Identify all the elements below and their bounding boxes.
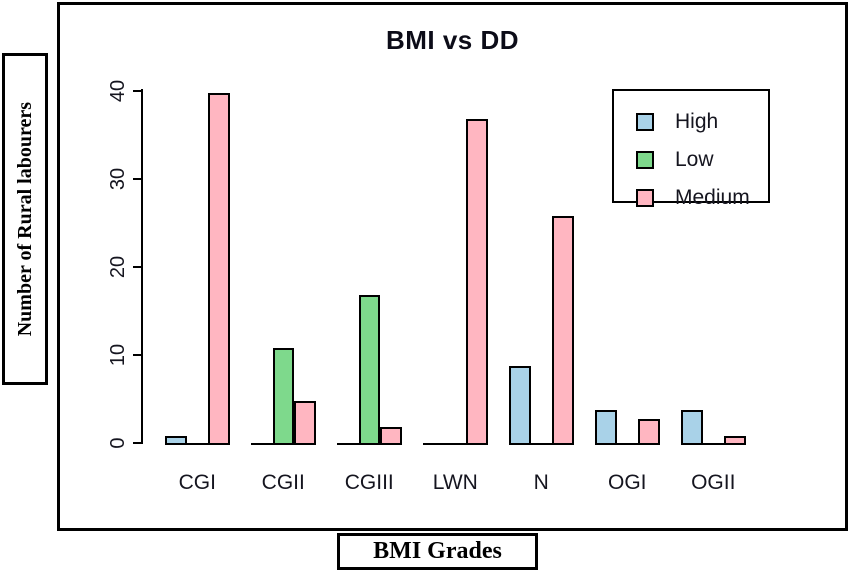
legend-swatch-medium [636, 189, 654, 207]
y-axis-tick [133, 90, 141, 92]
bar-ogii-medium [724, 436, 746, 445]
bar-cgii-low [272, 348, 294, 445]
bar-n-medium [552, 216, 574, 445]
bar-group-cgii [251, 91, 316, 445]
y-axis-tick-label: 20 [107, 255, 129, 279]
bar-cgiii-low [358, 295, 380, 445]
bar-cgiii-medium [380, 427, 402, 445]
legend-label-high: High [675, 110, 719, 133]
legend-item-medium: Medium [614, 179, 768, 217]
bar-lwn-medium [466, 119, 488, 445]
y-axis-tick-label: 10 [107, 343, 129, 367]
legend-swatch-high [636, 113, 654, 131]
bar-group-cgi [165, 91, 230, 445]
bar-ogi-medium [638, 419, 660, 445]
bar-group-lwn [423, 91, 488, 445]
bar-ogii-high [681, 410, 703, 445]
x-axis-tick-label-cgii: CGII [261, 471, 305, 494]
legend-swatch-low [636, 151, 654, 169]
bar-cgi-high [165, 436, 187, 445]
y-axis-tick [133, 178, 141, 180]
bar-group-ogii [681, 91, 746, 445]
y-axis-tick-label: 40 [107, 79, 129, 103]
bar-cgii-medium [294, 401, 316, 445]
x-axis-tick-label-n: N [533, 471, 549, 494]
legend-label-low: Low [675, 148, 714, 171]
legend-label-medium: Medium [675, 186, 750, 209]
x-axis-tick-label-cgiii: CGIII [344, 471, 394, 494]
x-axis-tick-label-lwn: LWN [432, 471, 478, 494]
y-axis-tick-label: 0 [107, 437, 129, 449]
y-axis-tick [133, 354, 141, 356]
x-axis-tick-label-ogi: OGI [607, 471, 647, 494]
x-axis-label-box: BMI Grades [337, 533, 538, 570]
y-axis-line [141, 89, 143, 444]
y-axis-tick [133, 442, 141, 444]
y-axis-label: Number of Rural labourers [13, 101, 36, 337]
bar-group-ogi [595, 91, 660, 445]
x-axis-tick-label-ogii: OGII [691, 471, 736, 494]
y-axis-label-box: Number of Rural labourers [2, 53, 48, 385]
y-axis-tick [133, 266, 141, 268]
baseline-segment [681, 443, 746, 445]
chart-panel: BMI vs DD High Low Medium 0 10 20 30 40 CGI CGII… [57, 2, 848, 531]
bar-cgi-medium [208, 93, 230, 445]
baseline-segment [423, 443, 488, 445]
baseline-segment [165, 443, 230, 445]
bar-group-cgiii [337, 91, 402, 445]
bar-n-high [509, 366, 531, 445]
chart-title: BMI vs DD [385, 25, 520, 55]
y-axis-tick-label: 30 [107, 167, 129, 191]
baseline-segment [509, 443, 574, 445]
x-axis-tick-label-cgi: CGI [178, 471, 216, 494]
x-axis-label: BMI Grades [373, 538, 502, 564]
legend: High Low Medium [612, 89, 770, 209]
plot-area [143, 91, 843, 445]
baseline-segment [595, 443, 660, 445]
legend-item-high: High [614, 103, 768, 141]
legend-item-low: Low [614, 141, 768, 179]
bar-group-n [509, 91, 574, 445]
bar-ogi-high [595, 410, 617, 445]
